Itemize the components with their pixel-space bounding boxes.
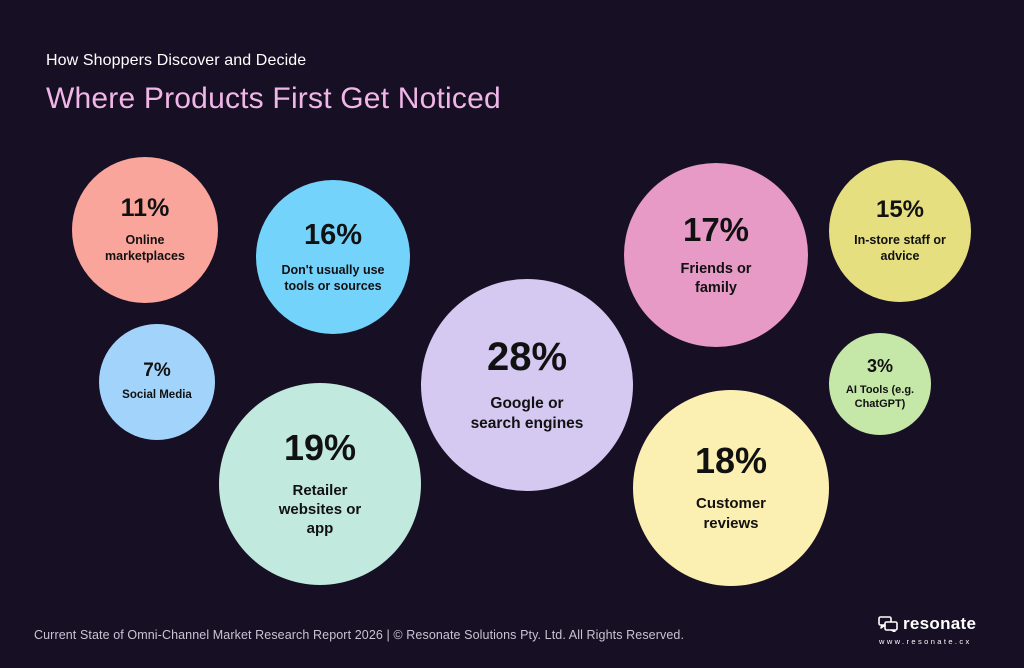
logo-url: www.resonate.cx: [879, 637, 972, 646]
bubble-label-line: ChatGPT): [854, 398, 906, 410]
bubble-label-line: In-store staff or: [854, 233, 946, 247]
bubble-label-line: family: [695, 279, 737, 296]
chart-title: Where Products First Get Noticed: [46, 82, 501, 115]
bubble-label-line: Friends or: [680, 260, 752, 277]
bubble-label-line: tools or sources: [284, 278, 382, 293]
bubble-label-line: AI Tools (e.g.: [845, 383, 915, 396]
bubble-label-line: Don't usually use: [281, 262, 385, 277]
bubble-label-line: Social Media: [122, 389, 192, 402]
bubble-value: 3%: [866, 355, 893, 376]
resonate-logo: resonate www.resonate.cx: [878, 614, 988, 654]
bubble-online-marketplaces: 11% Online marketplaces: [72, 157, 218, 303]
chart-subtitle: How Shoppers Discover and Decide: [46, 52, 307, 69]
bubble-label-line: websites or: [278, 500, 362, 518]
bubble-value: 11%: [120, 194, 170, 222]
bubble-don-t-usually-use-tools-or-sources: 16% Don't usually use tools or sources: [256, 180, 410, 334]
bubble-label-line: Online: [125, 233, 165, 247]
bubble-ai-tools-e-g-chatgpt: 3% AI Tools (e.g. ChatGPT): [829, 333, 931, 435]
bubble-retailer-websites-or-app: 19% Retailer websites or app: [219, 383, 421, 585]
bubble-label-line: reviews: [703, 514, 759, 532]
bubble-label-line: search engines: [470, 414, 584, 432]
bubble-value: 28%: [486, 334, 568, 379]
bubble-value: 17%: [682, 210, 750, 248]
bubble-google-or-search-engines: 28% Google or search engines: [421, 279, 633, 491]
logo-name: resonate: [903, 614, 977, 633]
bubble-label-line: advice: [880, 249, 920, 263]
bubble-label-line: Customer: [695, 495, 766, 513]
bubble-friends-or-family: 17% Friends or family: [624, 163, 808, 347]
footer-copyright: Current State of Omni-Channel Market Res…: [34, 628, 685, 642]
bubble-value: 7%: [143, 360, 171, 382]
speech-bubbles-icon: [878, 616, 898, 632]
bubble-customer-reviews: 18% Customer reviews: [633, 390, 829, 586]
bubble-in-store-staff-or-advice: 15% In-store staff or advice: [829, 160, 971, 302]
bubble-value: 16%: [303, 218, 363, 251]
bubble-label-line: marketplaces: [105, 249, 185, 263]
bubble-value: 18%: [694, 440, 768, 482]
bubble-label-line: app: [306, 520, 334, 538]
bubble-value: 15%: [875, 196, 925, 223]
bubble-label-line: Retailer: [292, 481, 348, 499]
bubble-value: 19%: [283, 426, 357, 468]
bubble-social-media: 7% Social Media: [99, 324, 215, 440]
bubble-label-line: Google or: [490, 394, 564, 412]
